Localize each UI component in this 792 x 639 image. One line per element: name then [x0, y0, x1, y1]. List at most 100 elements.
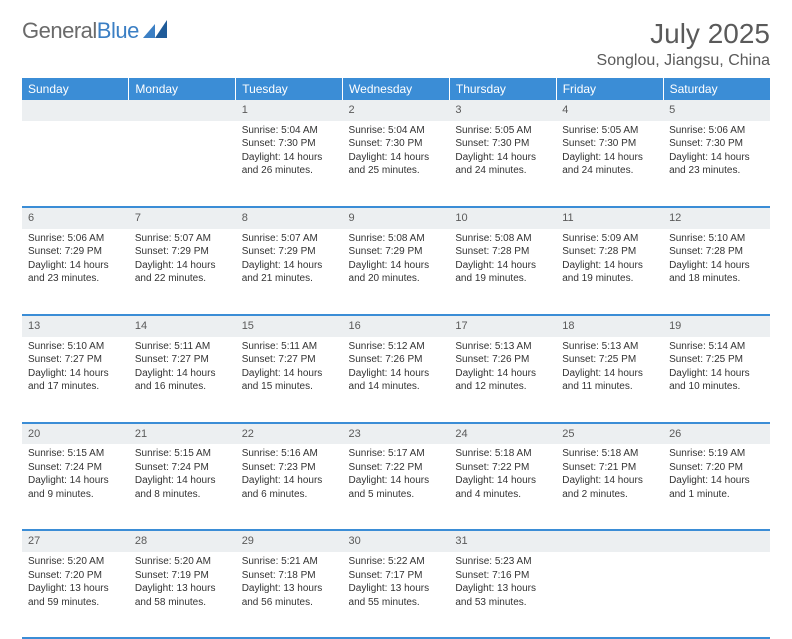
sunrise-line: Sunrise: 5:22 AM	[349, 555, 444, 569]
sunset-line: Sunset: 7:22 PM	[455, 461, 550, 475]
sunset-line: Sunset: 7:28 PM	[669, 245, 764, 259]
day-body-cell: Sunrise: 5:14 AMSunset: 7:25 PMDaylight:…	[663, 337, 770, 423]
day-details: Sunrise: 5:06 AMSunset: 7:30 PMDaylight:…	[663, 121, 770, 182]
daylight-line: Daylight: 14 hours and 11 minutes.	[562, 367, 657, 394]
day-body-cell: Sunrise: 5:10 AMSunset: 7:27 PMDaylight:…	[22, 337, 129, 423]
weekday-header: Monday	[129, 78, 236, 100]
sunset-line: Sunset: 7:30 PM	[242, 137, 337, 151]
daylight-line: Daylight: 14 hours and 9 minutes.	[28, 474, 123, 501]
day-body-row: Sunrise: 5:04 AMSunset: 7:30 PMDaylight:…	[22, 121, 770, 207]
day-body-cell: Sunrise: 5:08 AMSunset: 7:29 PMDaylight:…	[343, 229, 450, 315]
day-details: Sunrise: 5:21 AMSunset: 7:18 PMDaylight:…	[236, 552, 343, 613]
sunset-line: Sunset: 7:27 PM	[135, 353, 230, 367]
day-details: Sunrise: 5:20 AMSunset: 7:20 PMDaylight:…	[22, 552, 129, 613]
day-number-row: 6789101112	[22, 207, 770, 229]
weekday-header: Saturday	[663, 78, 770, 100]
sunrise-line: Sunrise: 5:05 AM	[562, 124, 657, 138]
daylight-line: Daylight: 14 hours and 21 minutes.	[242, 259, 337, 286]
day-number-cell: 4	[556, 100, 663, 121]
day-details: Sunrise: 5:22 AMSunset: 7:17 PMDaylight:…	[343, 552, 450, 613]
day-body-cell	[663, 552, 770, 638]
day-number-cell	[22, 100, 129, 121]
day-number-row: 20212223242526	[22, 423, 770, 445]
daylight-line: Daylight: 14 hours and 18 minutes.	[669, 259, 764, 286]
day-body-cell	[556, 552, 663, 638]
day-body-cell: Sunrise: 5:11 AMSunset: 7:27 PMDaylight:…	[129, 337, 236, 423]
sunset-line: Sunset: 7:30 PM	[349, 137, 444, 151]
daylight-line: Daylight: 14 hours and 19 minutes.	[455, 259, 550, 286]
day-number-cell: 19	[663, 315, 770, 337]
day-number-cell: 5	[663, 100, 770, 121]
daylight-line: Daylight: 14 hours and 2 minutes.	[562, 474, 657, 501]
day-body-row: Sunrise: 5:10 AMSunset: 7:27 PMDaylight:…	[22, 337, 770, 423]
sunset-line: Sunset: 7:27 PM	[28, 353, 123, 367]
day-number-cell: 11	[556, 207, 663, 229]
day-details: Sunrise: 5:18 AMSunset: 7:21 PMDaylight:…	[556, 444, 663, 505]
day-number-cell: 14	[129, 315, 236, 337]
sunrise-line: Sunrise: 5:04 AM	[242, 124, 337, 138]
daylight-line: Daylight: 14 hours and 24 minutes.	[562, 151, 657, 178]
sunrise-line: Sunrise: 5:20 AM	[135, 555, 230, 569]
day-body-cell: Sunrise: 5:04 AMSunset: 7:30 PMDaylight:…	[236, 121, 343, 207]
daylight-line: Daylight: 14 hours and 14 minutes.	[349, 367, 444, 394]
sunrise-line: Sunrise: 5:18 AM	[562, 447, 657, 461]
daylight-line: Daylight: 14 hours and 12 minutes.	[455, 367, 550, 394]
day-body-cell	[22, 121, 129, 207]
daylight-line: Daylight: 14 hours and 20 minutes.	[349, 259, 444, 286]
day-details: Sunrise: 5:14 AMSunset: 7:25 PMDaylight:…	[663, 337, 770, 398]
sunrise-line: Sunrise: 5:08 AM	[349, 232, 444, 246]
daylight-line: Daylight: 14 hours and 15 minutes.	[242, 367, 337, 394]
sunrise-line: Sunrise: 5:08 AM	[455, 232, 550, 246]
day-number-cell: 1	[236, 100, 343, 121]
sunset-line: Sunset: 7:20 PM	[28, 569, 123, 583]
day-details: Sunrise: 5:04 AMSunset: 7:30 PMDaylight:…	[343, 121, 450, 182]
daylight-line: Daylight: 14 hours and 25 minutes.	[349, 151, 444, 178]
sunset-line: Sunset: 7:30 PM	[562, 137, 657, 151]
sunrise-line: Sunrise: 5:06 AM	[669, 124, 764, 138]
weekday-header: Wednesday	[343, 78, 450, 100]
day-details: Sunrise: 5:11 AMSunset: 7:27 PMDaylight:…	[236, 337, 343, 398]
day-body-cell: Sunrise: 5:15 AMSunset: 7:24 PMDaylight:…	[22, 444, 129, 530]
day-body-cell: Sunrise: 5:19 AMSunset: 7:20 PMDaylight:…	[663, 444, 770, 530]
daylight-line: Daylight: 13 hours and 55 minutes.	[349, 582, 444, 609]
weekday-header: Friday	[556, 78, 663, 100]
day-body-cell: Sunrise: 5:04 AMSunset: 7:30 PMDaylight:…	[343, 121, 450, 207]
day-number-cell: 26	[663, 423, 770, 445]
sunrise-line: Sunrise: 5:11 AM	[135, 340, 230, 354]
weekday-header-row: Sunday Monday Tuesday Wednesday Thursday…	[22, 78, 770, 100]
day-number-cell: 29	[236, 530, 343, 552]
day-details: Sunrise: 5:23 AMSunset: 7:16 PMDaylight:…	[449, 552, 556, 613]
day-number-cell: 28	[129, 530, 236, 552]
daylight-line: Daylight: 14 hours and 4 minutes.	[455, 474, 550, 501]
sunset-line: Sunset: 7:28 PM	[562, 245, 657, 259]
calendar-page: GeneralBlue July 2025 Songlou, Jiangsu, …	[0, 0, 792, 639]
sunrise-line: Sunrise: 5:10 AM	[28, 340, 123, 354]
sunrise-line: Sunrise: 5:19 AM	[669, 447, 764, 461]
day-details: Sunrise: 5:10 AMSunset: 7:27 PMDaylight:…	[22, 337, 129, 398]
daylight-line: Daylight: 14 hours and 1 minute.	[669, 474, 764, 501]
calendar-table: Sunday Monday Tuesday Wednesday Thursday…	[22, 78, 770, 639]
location-subtitle: Songlou, Jiangsu, China	[597, 52, 770, 70]
day-body-row: Sunrise: 5:06 AMSunset: 7:29 PMDaylight:…	[22, 229, 770, 315]
day-details: Sunrise: 5:13 AMSunset: 7:25 PMDaylight:…	[556, 337, 663, 398]
day-number-cell: 17	[449, 315, 556, 337]
day-body-cell: Sunrise: 5:16 AMSunset: 7:23 PMDaylight:…	[236, 444, 343, 530]
day-number-cell	[663, 530, 770, 552]
sunrise-line: Sunrise: 5:20 AM	[28, 555, 123, 569]
sunset-line: Sunset: 7:25 PM	[562, 353, 657, 367]
daylight-line: Daylight: 13 hours and 59 minutes.	[28, 582, 123, 609]
sunrise-line: Sunrise: 5:06 AM	[28, 232, 123, 246]
sunrise-line: Sunrise: 5:09 AM	[562, 232, 657, 246]
day-number-cell	[556, 530, 663, 552]
day-body-cell: Sunrise: 5:12 AMSunset: 7:26 PMDaylight:…	[343, 337, 450, 423]
day-body-cell: Sunrise: 5:21 AMSunset: 7:18 PMDaylight:…	[236, 552, 343, 638]
day-body-cell: Sunrise: 5:11 AMSunset: 7:27 PMDaylight:…	[236, 337, 343, 423]
day-details: Sunrise: 5:12 AMSunset: 7:26 PMDaylight:…	[343, 337, 450, 398]
daylight-line: Daylight: 14 hours and 23 minutes.	[28, 259, 123, 286]
sunrise-line: Sunrise: 5:21 AM	[242, 555, 337, 569]
day-details: Sunrise: 5:05 AMSunset: 7:30 PMDaylight:…	[556, 121, 663, 182]
sunrise-line: Sunrise: 5:11 AM	[242, 340, 337, 354]
day-body-cell: Sunrise: 5:07 AMSunset: 7:29 PMDaylight:…	[129, 229, 236, 315]
sunrise-line: Sunrise: 5:13 AM	[455, 340, 550, 354]
sunrise-line: Sunrise: 5:23 AM	[455, 555, 550, 569]
